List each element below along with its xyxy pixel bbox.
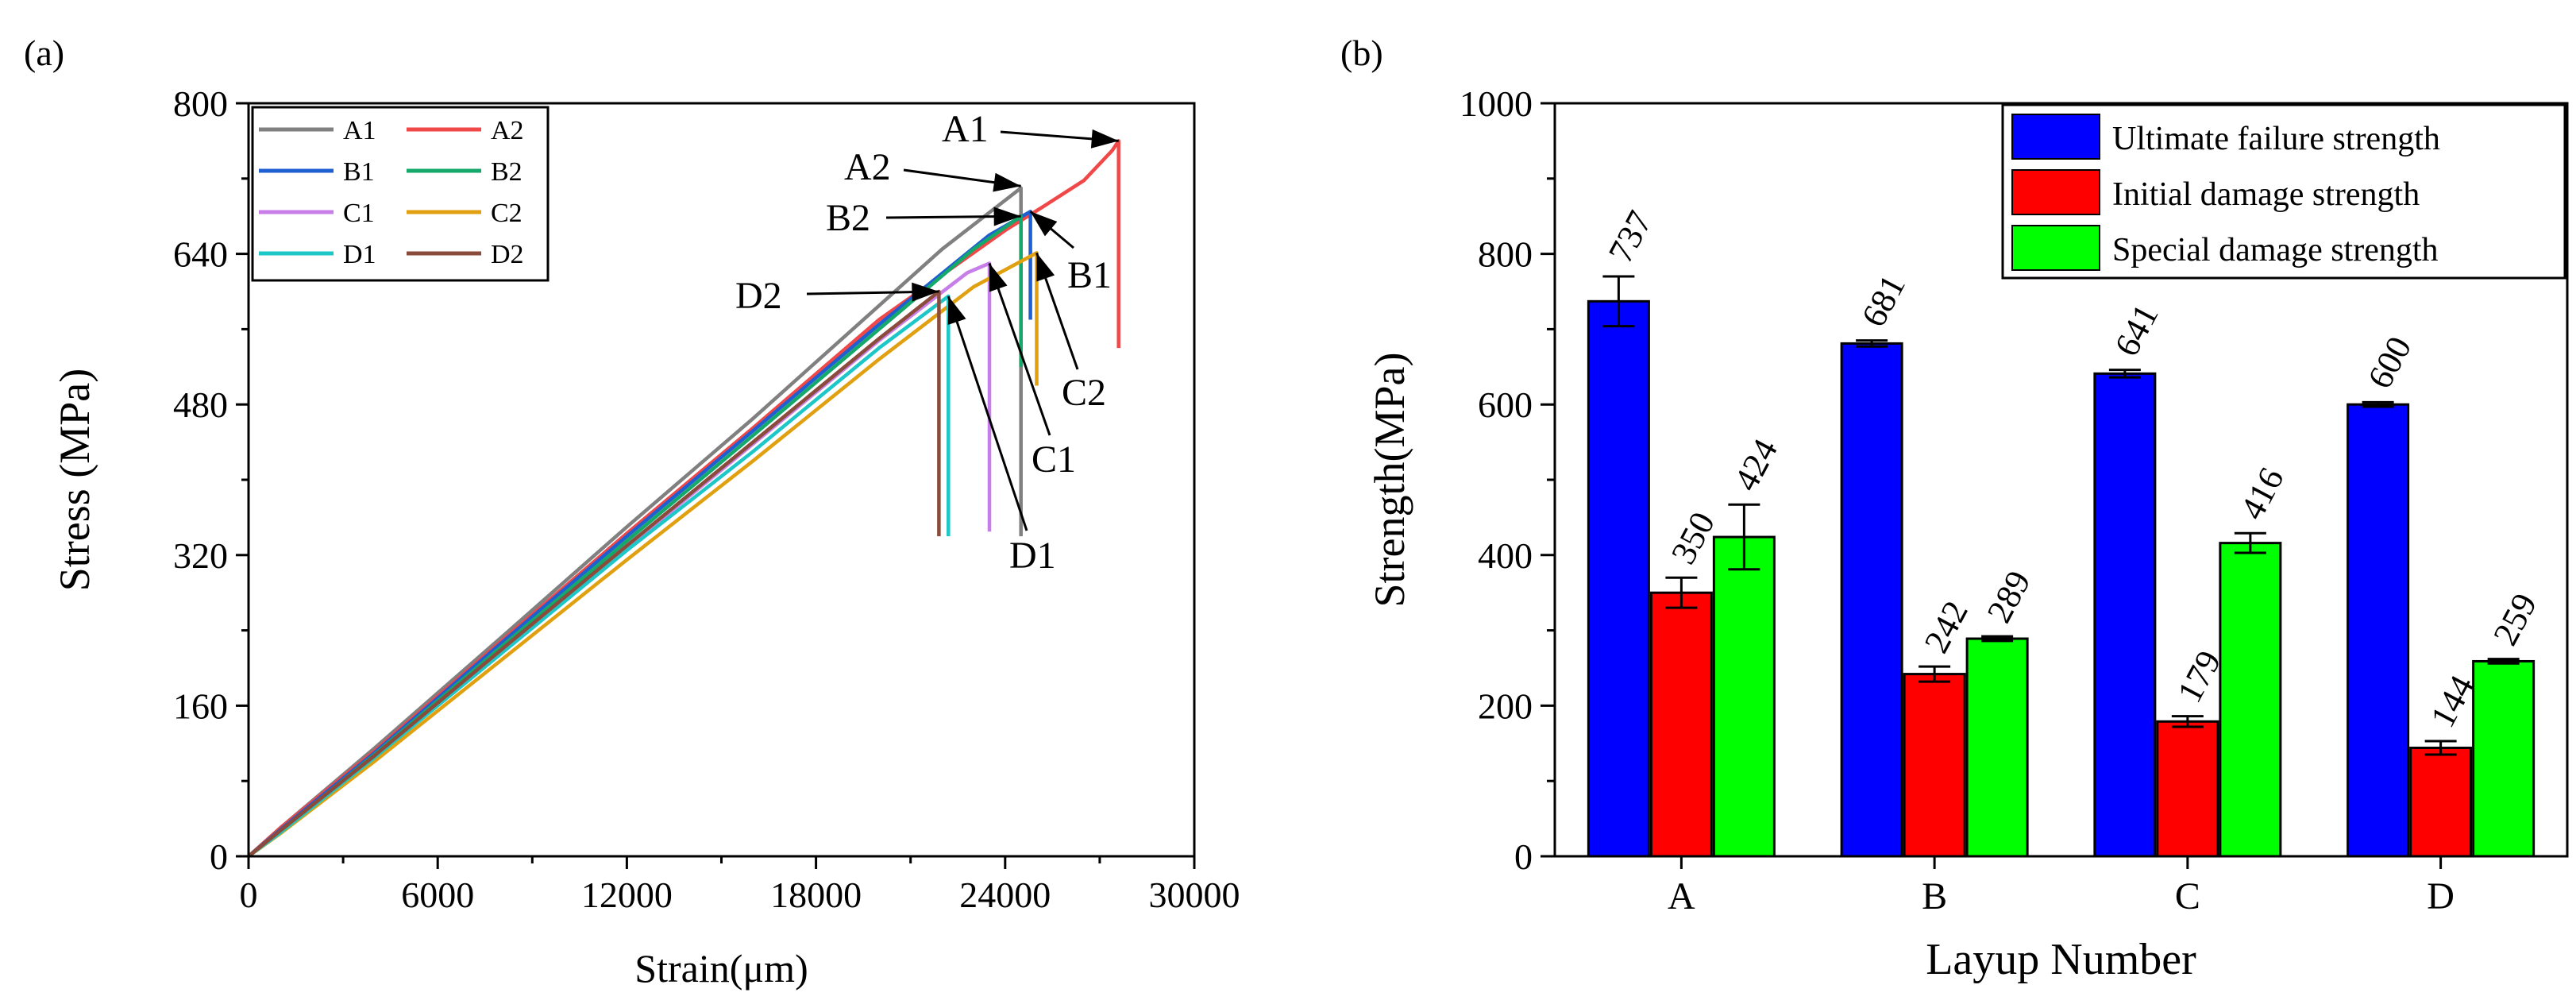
- bar-A-1: [1649, 591, 1713, 858]
- panel-a-label: (a): [24, 33, 64, 73]
- x-axis-label-b: Layup Number: [1926, 935, 2196, 984]
- data-label-B-0: 681: [1854, 268, 1913, 333]
- x-tick-label-b: B: [1922, 875, 1947, 917]
- annotation-arrowhead-D1: [947, 295, 966, 325]
- x-axis-label-a: Strain(μm): [634, 946, 808, 991]
- x-tick-label-a: 0: [240, 875, 258, 915]
- bar-A-0: [1587, 299, 1650, 858]
- y-tick-label-a: 320: [173, 535, 228, 576]
- y-tick-label-b: 800: [1478, 234, 1533, 275]
- annotation-arrow-C1: [988, 262, 1051, 436]
- legend-label-b-0: Ultimate failure strength: [2112, 121, 2440, 157]
- annotation-label-A2: A2: [844, 146, 891, 188]
- y-tick-label-b: 1000: [1460, 83, 1533, 124]
- x-tick-label-a: 18000: [770, 875, 862, 915]
- data-label-B-2: 289: [1980, 565, 2038, 629]
- annotation-label-D2: D2: [735, 275, 782, 317]
- bar-D-2: [2472, 659, 2536, 858]
- legend-label-A2: A2: [491, 116, 524, 145]
- bar-C-1: [2156, 720, 2219, 858]
- series-line-A1: [247, 186, 1023, 858]
- bar-B-0: [1840, 342, 1903, 858]
- bar-B-2: [1965, 637, 2029, 858]
- annotation-label-C1: C1: [1032, 438, 1076, 481]
- legend-label-B1: B1: [343, 157, 375, 187]
- annotation-arrowhead-B2: [993, 207, 1021, 226]
- y-tick-label-a: 0: [210, 836, 228, 877]
- x-tick-label-a: 6000: [401, 875, 474, 915]
- bar-A-2: [1712, 535, 1776, 858]
- x-tick-label-a: 12000: [581, 875, 673, 915]
- x-tick-label-b: A: [1668, 875, 1695, 917]
- annotation-label-C2: C2: [1062, 372, 1106, 414]
- annotation-arrow-D1: [947, 295, 1028, 531]
- annotation-label-B1: B1: [1067, 254, 1112, 296]
- annotation-label-A1: A1: [942, 108, 989, 150]
- bar-C-2: [2219, 542, 2282, 858]
- annotation-arrowhead-A2: [993, 172, 1021, 192]
- bar-C-0: [2093, 372, 2157, 858]
- y-axis-label-a: Stress (MPa): [51, 369, 98, 592]
- legend-swatch-b-0: [2011, 114, 2100, 160]
- legend-swatch-b-1: [2011, 169, 2100, 215]
- series-line-C2: [247, 251, 1039, 858]
- legend-label-D2: D2: [491, 240, 524, 269]
- bar-D-0: [2347, 403, 2410, 858]
- annotation-arrowhead-A1: [1090, 129, 1119, 149]
- data-label-C-2: 416: [2232, 462, 2291, 526]
- data-label-A-2: 424: [1726, 433, 1785, 497]
- annotation-arrowhead-C1: [989, 263, 1008, 292]
- panel-b-label: (b): [1340, 33, 1383, 73]
- y-tick-label-a: 160: [173, 686, 228, 726]
- legend-label-b-2: Special damage strength: [2112, 232, 2439, 268]
- legend-label-A1: A1: [343, 116, 376, 145]
- bar-B-1: [1903, 673, 1966, 858]
- legend-label-D1: D1: [343, 240, 376, 269]
- x-tick-label-a: 24000: [959, 875, 1051, 915]
- data-label-C-0: 641: [2107, 298, 2165, 362]
- annotation-arrowhead-B1: [1030, 211, 1058, 237]
- legend-label-b-1: Initial damage strength: [2112, 176, 2420, 213]
- data-label-D-0: 600: [2360, 330, 2419, 395]
- y-tick-label-b: 200: [1478, 686, 1533, 726]
- data-label-D-2: 259: [2485, 587, 2544, 651]
- y-tick-label-b: 0: [1514, 836, 1533, 877]
- y-tick-label-b: 600: [1478, 384, 1533, 425]
- annotation-label-B2: B2: [826, 197, 870, 239]
- y-tick-label-a: 800: [173, 83, 228, 124]
- y-tick-label-a: 640: [173, 234, 228, 275]
- legend-label-C1: C1: [343, 199, 375, 228]
- annotation-label-D1: D1: [1009, 535, 1056, 577]
- y-tick-label-b: 400: [1478, 535, 1533, 576]
- y-axis-label-b: Strength(MPa): [1366, 353, 1413, 608]
- annotation-arrowhead-D2: [912, 282, 939, 302]
- bar-D-1: [2409, 746, 2473, 858]
- x-tick-label-a: 30000: [1149, 875, 1240, 915]
- legend-swatch-b-2: [2011, 225, 2100, 271]
- series-line-D2: [247, 289, 941, 858]
- y-tick-label-a: 480: [173, 384, 228, 425]
- x-tick-label-b: C: [2175, 875, 2200, 917]
- legend-label-B2: B2: [491, 157, 523, 187]
- x-tick-label-b: D: [2427, 875, 2455, 917]
- stress-strain-plot: 0 6000 12000 18000 24000 30000 0 160 320 480 640 80…: [51, 83, 1240, 991]
- annotation-arrowhead-C2: [1036, 253, 1055, 282]
- data-label-A-0: 737: [1601, 204, 1660, 268]
- legend-label-C2: C2: [491, 199, 523, 228]
